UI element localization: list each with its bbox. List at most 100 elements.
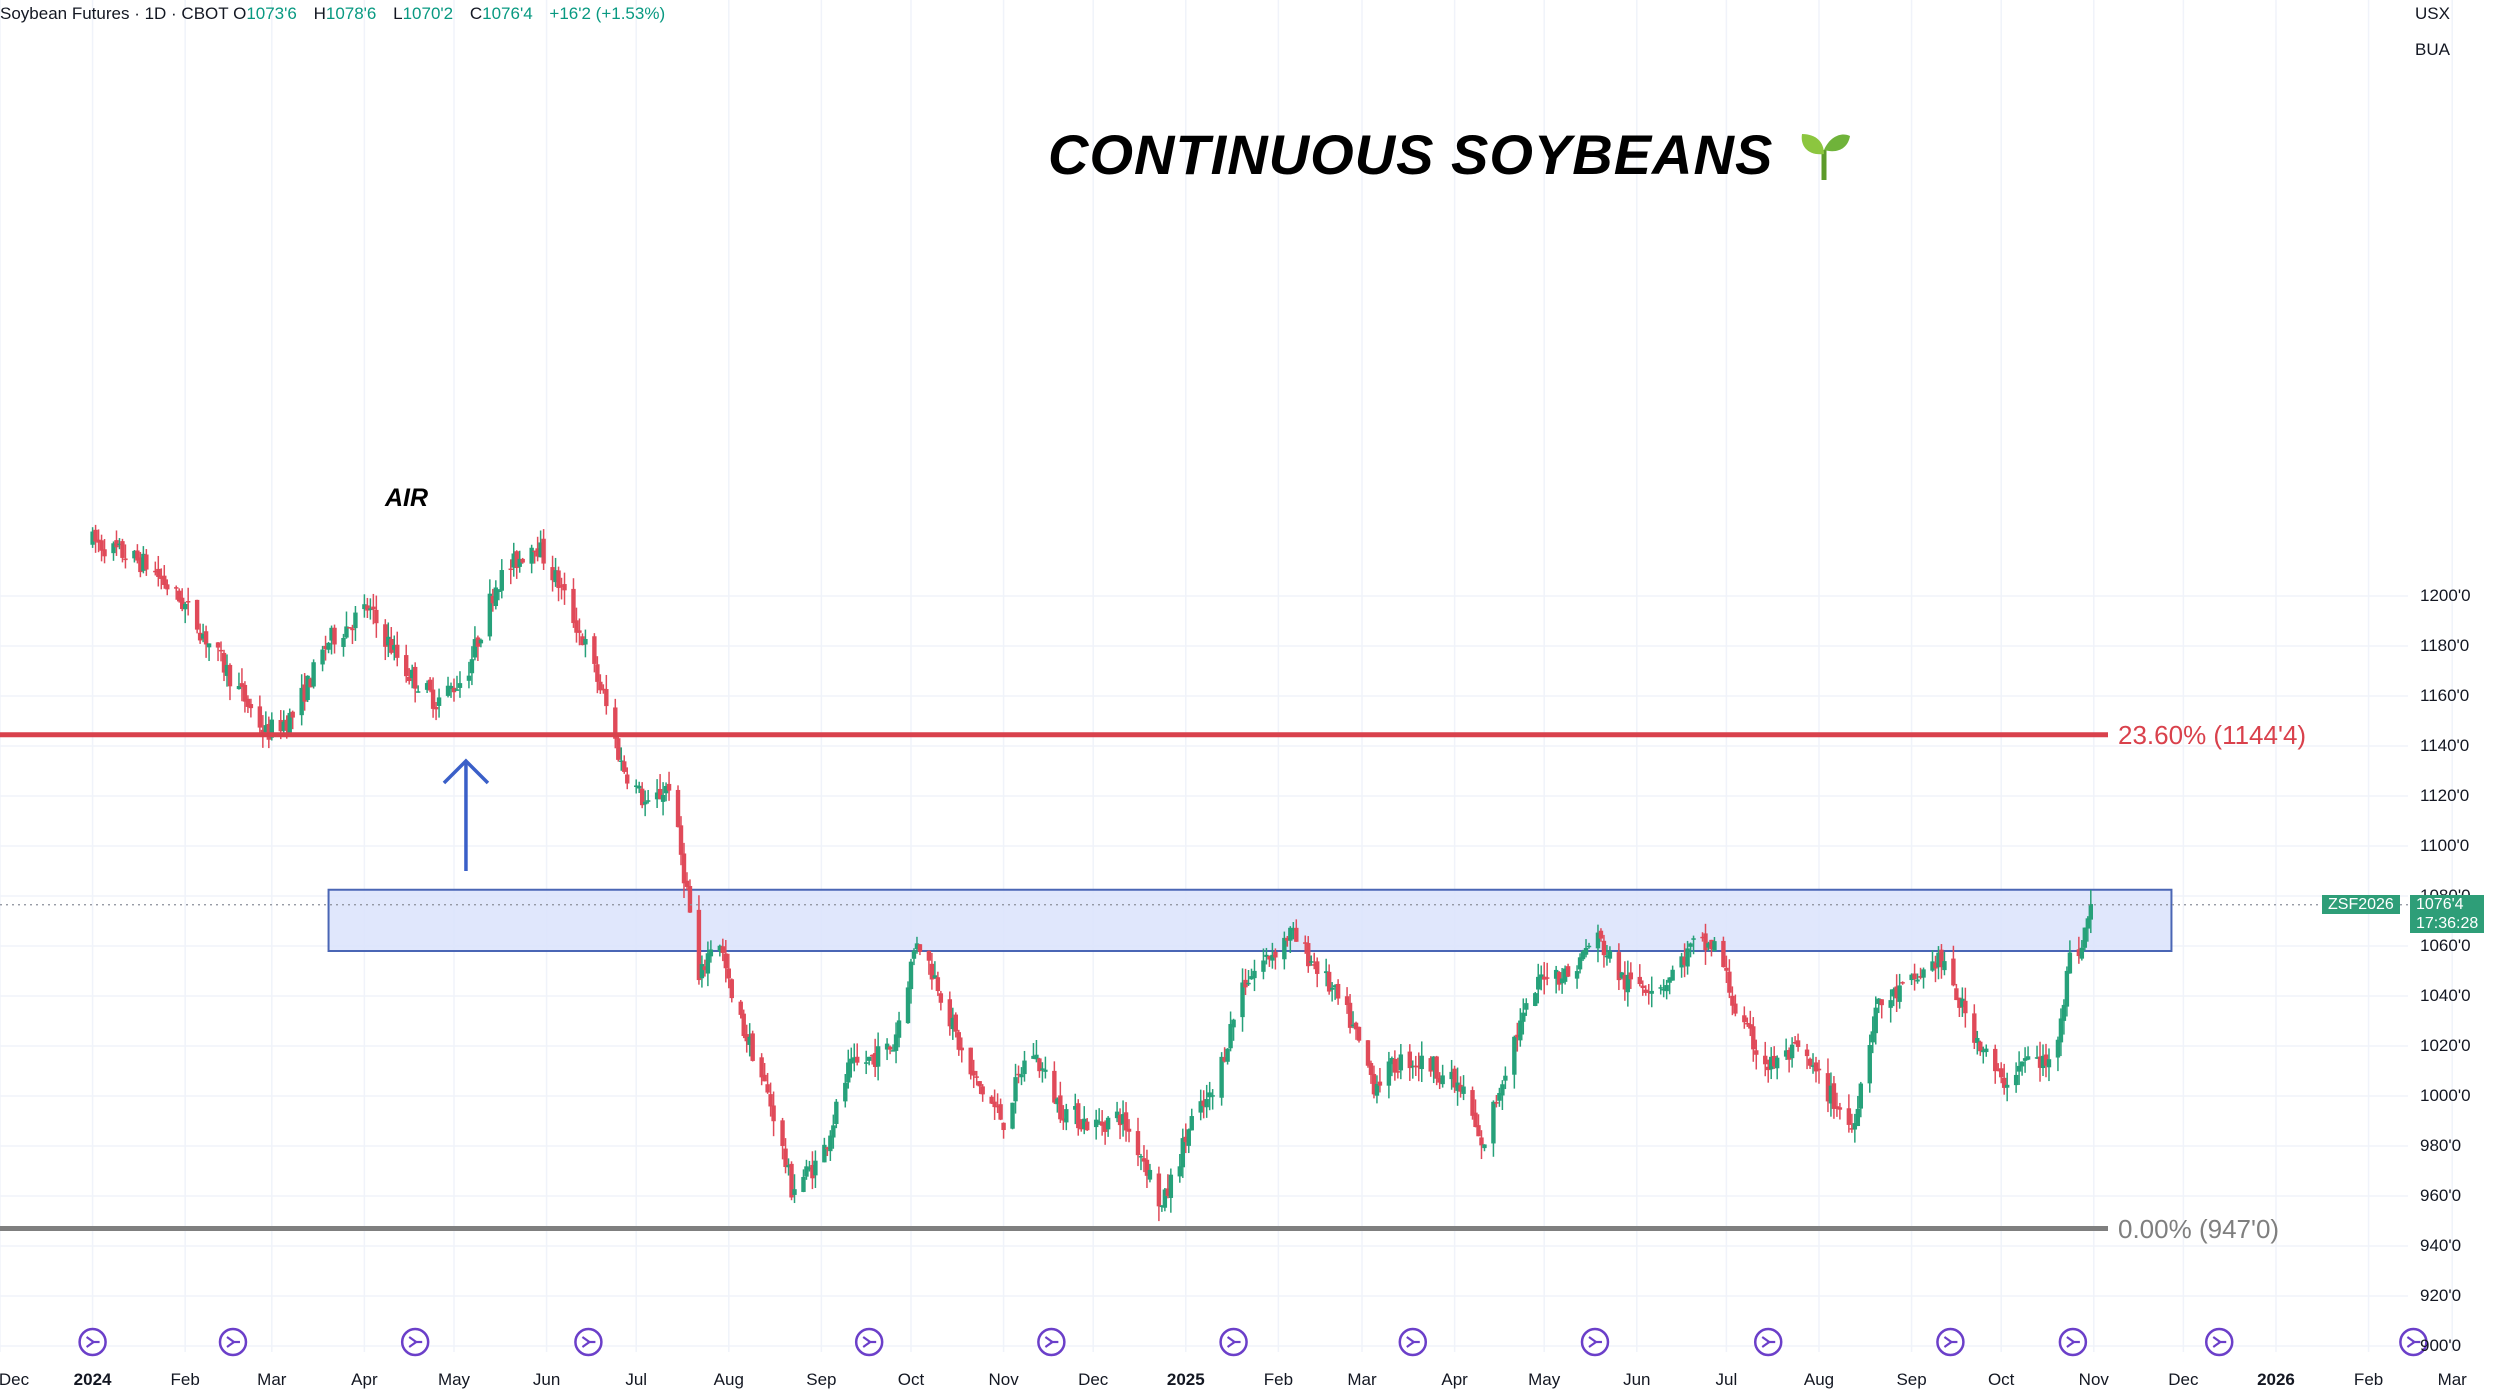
candle-body xyxy=(834,1101,839,1124)
candle-body xyxy=(675,789,681,828)
candle-body xyxy=(1754,1050,1759,1055)
event-marker-icon[interactable] xyxy=(218,1327,248,1357)
candle-body xyxy=(1407,1051,1412,1069)
candle-body xyxy=(645,800,651,802)
candle-body xyxy=(1876,998,1881,1004)
candle-body xyxy=(395,644,400,658)
event-marker-icon[interactable] xyxy=(1753,1327,1783,1357)
candle-body xyxy=(1323,971,1329,974)
candle-body xyxy=(977,1081,982,1087)
event-marker-icon[interactable] xyxy=(1219,1327,1248,1357)
candle-body xyxy=(828,1135,833,1152)
quantity-unit[interactable]: BUA xyxy=(2415,40,2450,59)
candle-body xyxy=(404,655,409,677)
candle-body xyxy=(185,601,191,603)
candle-body xyxy=(1837,1107,1843,1110)
candle-body xyxy=(1204,1099,1209,1108)
candle-body xyxy=(601,688,606,691)
event-marker-icon[interactable] xyxy=(1037,1327,1066,1357)
candle-body xyxy=(1810,1065,1816,1067)
event-marker-icon[interactable] xyxy=(78,1327,107,1357)
candle-body xyxy=(822,1144,827,1163)
candle-body xyxy=(1082,1118,1087,1129)
candle-body xyxy=(926,950,932,961)
event-marker-icon[interactable] xyxy=(2399,1327,2428,1357)
candle-body xyxy=(1085,1121,1090,1131)
candle-body xyxy=(875,1046,881,1067)
arrow-head xyxy=(442,758,490,785)
currency-unit[interactable]: USX xyxy=(2415,4,2450,23)
candle-body xyxy=(1267,955,1272,960)
candle-body xyxy=(1942,961,1947,971)
candle-body xyxy=(1703,933,1708,951)
candle-body xyxy=(1730,995,1735,1006)
event-marker-icon[interactable] xyxy=(2058,1327,2088,1357)
candle-body xyxy=(1846,1108,1852,1125)
time-tick-label: Sep xyxy=(1896,1370,1927,1389)
candle-body xyxy=(457,683,463,688)
candle-body xyxy=(1533,993,1538,1007)
candle-body xyxy=(508,568,513,571)
candle-body xyxy=(1628,972,1634,980)
candle-body xyxy=(663,786,669,794)
candle-body xyxy=(1120,1114,1126,1124)
candle-body xyxy=(242,684,248,702)
candle-body xyxy=(1079,1127,1084,1130)
candle-body xyxy=(1769,1056,1774,1070)
candle-body xyxy=(1649,990,1654,994)
candle-body xyxy=(1972,1013,1977,1043)
candle-body xyxy=(595,664,600,682)
candle-body xyxy=(1198,1101,1203,1113)
event-marker-icon[interactable] xyxy=(574,1327,603,1357)
candle-body xyxy=(604,689,609,707)
candle-body xyxy=(383,624,388,647)
candle-body xyxy=(550,567,555,581)
event-marker-icon[interactable] xyxy=(400,1327,430,1357)
candle-body xyxy=(1867,1045,1872,1084)
candle-body xyxy=(1440,1075,1445,1085)
candle-body xyxy=(371,606,376,610)
candle-body xyxy=(1500,1084,1505,1096)
candle-body xyxy=(206,643,212,648)
candle-body xyxy=(1712,941,1717,951)
candle-body xyxy=(956,1032,961,1050)
candle-body xyxy=(1058,1095,1063,1120)
event-marker-icon[interactable] xyxy=(1936,1327,1965,1357)
candle-body xyxy=(1565,966,1571,977)
candle-body xyxy=(1073,1106,1078,1110)
seedling-icon xyxy=(1801,134,1850,180)
time-tick-label: May xyxy=(437,1370,471,1389)
candle-body xyxy=(1428,1058,1433,1072)
candle-body xyxy=(1897,985,1902,1002)
candle-body xyxy=(1556,972,1562,985)
candle-body xyxy=(1282,937,1287,960)
event-marker-icon[interactable] xyxy=(854,1327,884,1357)
candle-body xyxy=(556,570,561,589)
candle-body xyxy=(968,1047,973,1075)
symbol-name: Soybean Futures · 1D · CBOT xyxy=(0,4,229,23)
candle-body xyxy=(1249,976,1254,980)
event-marker-icon[interactable] xyxy=(1398,1327,1428,1357)
candle-body xyxy=(517,558,522,567)
candle-body xyxy=(771,1105,776,1122)
event-marker-icon[interactable] xyxy=(1580,1327,1610,1357)
candle-body xyxy=(1264,954,1269,957)
candle-body xyxy=(681,853,687,884)
open-value: 1073'6 xyxy=(246,4,297,23)
candle-body xyxy=(1225,1048,1230,1062)
candle-body xyxy=(245,698,251,707)
candle-body xyxy=(1013,1077,1018,1102)
candle-body xyxy=(1162,1189,1168,1208)
candle-body xyxy=(959,1047,964,1051)
candle-body xyxy=(1189,1116,1194,1131)
candle-body xyxy=(1064,1109,1069,1123)
price-tick-label: 960'0 xyxy=(2420,1186,2462,1205)
candle-body xyxy=(869,1054,875,1057)
candle-body xyxy=(248,704,254,709)
time-tick-label: Feb xyxy=(1263,1370,1294,1389)
candle-body xyxy=(341,637,346,647)
event-marker-icon[interactable] xyxy=(2204,1327,2234,1357)
chart-legend: Soybean Futures · 1D · CBOT O1073'6 H107… xyxy=(0,4,665,24)
candle-body xyxy=(616,738,621,760)
